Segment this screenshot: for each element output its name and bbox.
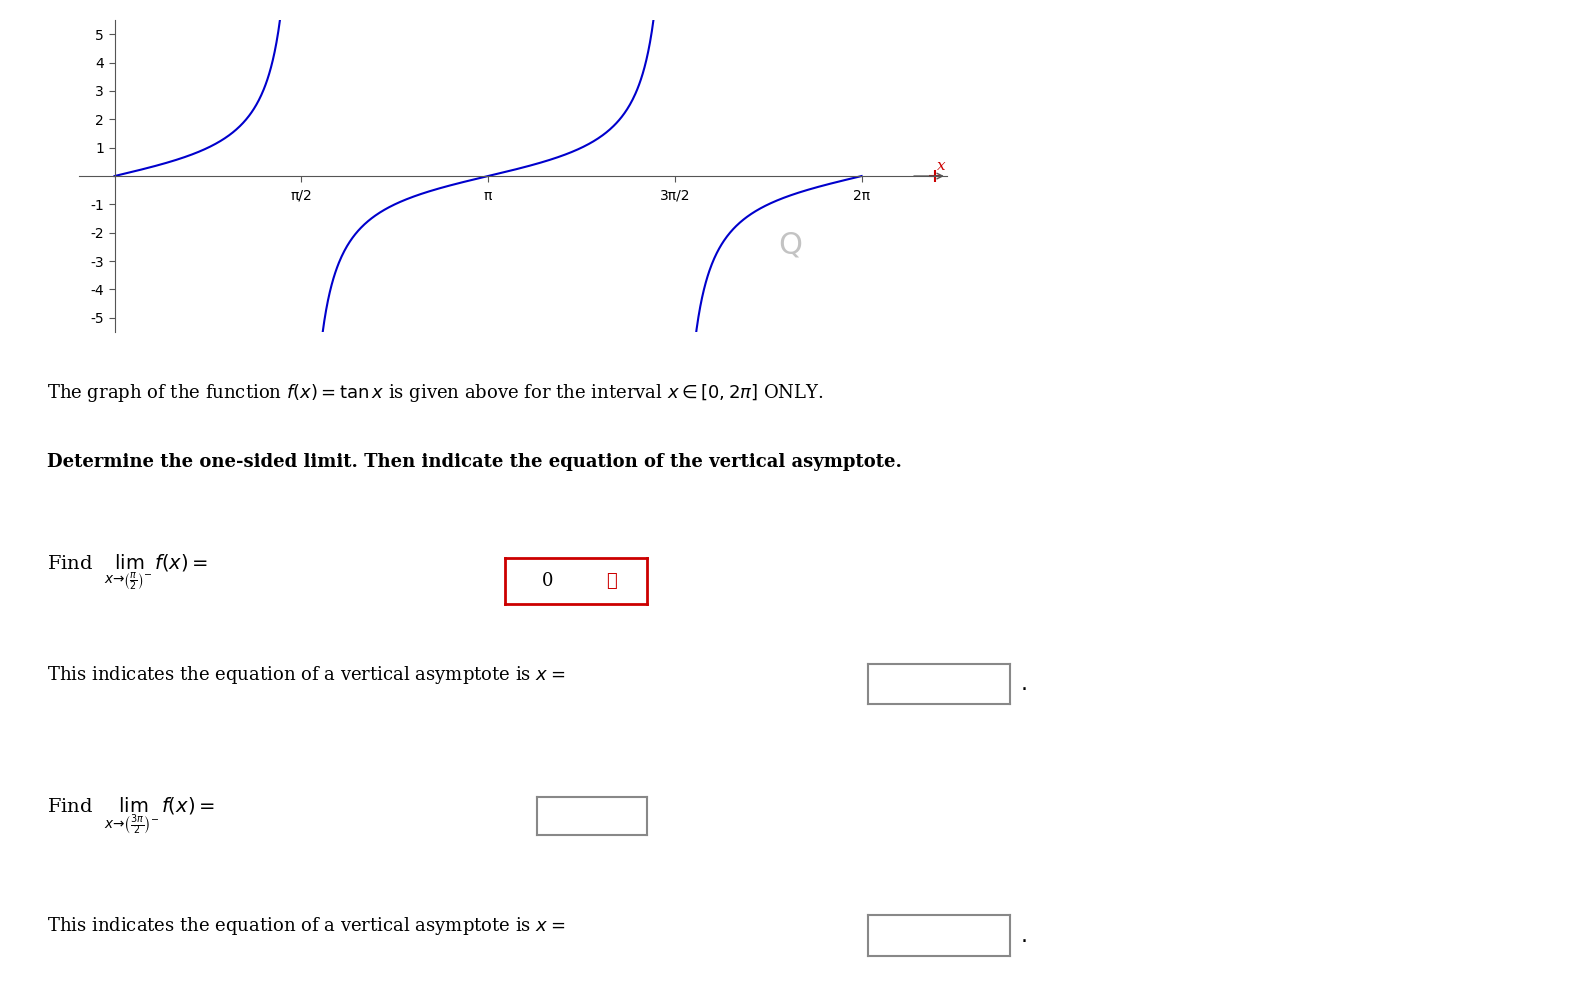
Text: .: . xyxy=(1021,674,1027,694)
Text: This indicates the equation of a vertical asymptote is $x =$: This indicates the equation of a vertica… xyxy=(47,664,565,686)
Text: ✕: ✕ xyxy=(606,572,617,590)
Text: 0: 0 xyxy=(541,572,554,590)
Text: Find  $\lim_{x \to \left(\frac{3\pi}{2}\right)^-} f(x) =$: Find $\lim_{x \to \left(\frac{3\pi}{2}\r… xyxy=(47,795,215,836)
Text: .: . xyxy=(1021,926,1027,946)
Text: Determine the one-sided limit. Then indicate the equation of the vertical asympt: Determine the one-sided limit. Then indi… xyxy=(47,453,903,471)
Text: x: x xyxy=(936,159,945,173)
Text: Q: Q xyxy=(778,230,803,260)
Text: Find  $\lim_{x \to \left(\frac{\pi}{2}\right)^-} f(x) =$: Find $\lim_{x \to \left(\frac{\pi}{2}\ri… xyxy=(47,553,208,593)
Text: This indicates the equation of a vertical asymptote is $x =$: This indicates the equation of a vertica… xyxy=(47,915,565,938)
Text: The graph of the function $f(x) = \tan x$ is given above for the interval $x \in: The graph of the function $f(x) = \tan x… xyxy=(47,382,824,404)
